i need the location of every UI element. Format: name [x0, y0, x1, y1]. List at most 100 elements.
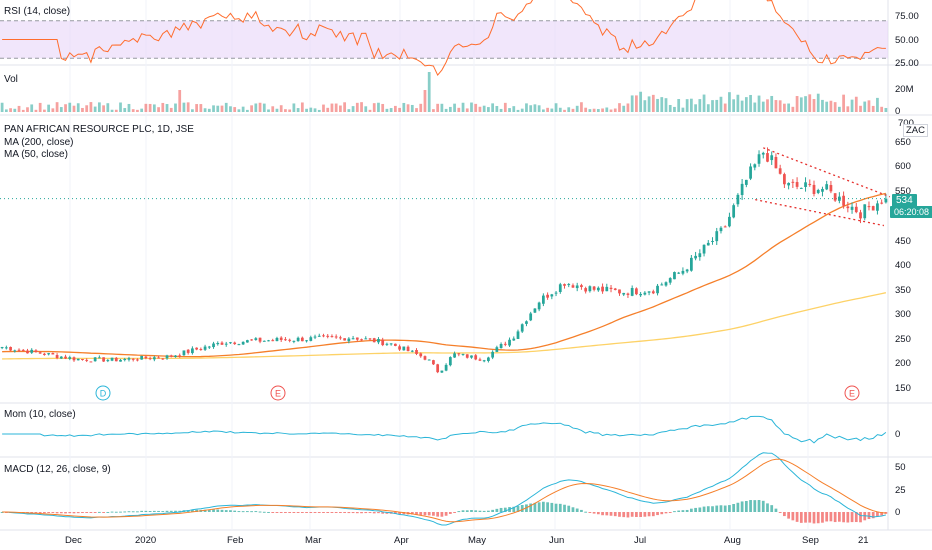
macd-histogram-bar	[355, 512, 359, 514]
volume-bar	[85, 105, 89, 112]
time-label-2020: 2020	[135, 535, 157, 546]
volume-bar	[753, 102, 757, 112]
candle-body	[444, 364, 448, 371]
volume-bar	[436, 103, 440, 112]
volume-bar	[309, 107, 313, 112]
volume-bar	[385, 108, 389, 112]
mom-pane-label: Mom (10, close)	[4, 409, 76, 420]
time-label-may: May	[468, 535, 486, 546]
macd-histogram-bar	[808, 512, 812, 523]
macd-histogram-bar	[550, 502, 554, 512]
macd-histogram-bar	[563, 504, 566, 512]
wedge-lower-trendline	[755, 199, 885, 227]
candle-body	[563, 284, 566, 286]
macd-histogram-bar	[377, 512, 380, 514]
macd-histogram-bar	[275, 512, 279, 513]
volume-bar	[681, 107, 685, 112]
candle-body	[512, 338, 516, 341]
macd-histogram-bar	[503, 507, 507, 512]
macd-histogram-bar	[178, 510, 182, 512]
candle-body	[68, 357, 72, 359]
volume-bar	[541, 109, 545, 112]
candle-body	[59, 356, 63, 359]
candle-body	[799, 187, 803, 189]
volume-bar	[867, 100, 871, 112]
macd-histogram-bar	[436, 512, 440, 517]
volume-bar	[262, 103, 266, 112]
volume-bar	[563, 109, 566, 112]
candle-body	[393, 343, 397, 346]
macd-histogram-bar	[110, 511, 114, 513]
macd-histogram-bar	[457, 511, 461, 513]
candle-body	[482, 360, 486, 362]
macd-histogram-bar	[766, 503, 769, 512]
candle-body	[491, 351, 495, 358]
rsi-tick-50: 50.00	[895, 35, 919, 46]
macd-histogram-bar	[630, 512, 634, 517]
macd-histogram-bar	[778, 512, 782, 513]
event-marker-label: E	[849, 389, 855, 399]
volume-bar	[444, 108, 448, 112]
macd-histogram-bar	[157, 510, 160, 512]
macd-histogram-bar	[284, 512, 287, 513]
volume-bar	[207, 108, 211, 112]
macd-histogram-bar	[787, 512, 791, 519]
volume-bar	[842, 94, 845, 112]
candle-body	[0, 347, 4, 349]
macd-histogram-bar	[131, 511, 135, 513]
volume-bar	[783, 103, 786, 112]
candle-body	[558, 284, 562, 292]
volume-bar	[169, 107, 173, 112]
volume-bar	[0, 102, 4, 112]
volume-bar	[723, 103, 727, 112]
candle-body	[398, 346, 401, 350]
volume-bar	[453, 103, 456, 112]
price-tick-650: 650	[895, 137, 911, 148]
volume-bar	[144, 103, 148, 112]
volume-bar	[275, 108, 279, 112]
candle-body	[474, 355, 478, 360]
volume-bar	[871, 105, 875, 112]
volume-bar	[292, 103, 296, 112]
volume-bar	[216, 105, 220, 112]
macd-histogram-bar	[706, 506, 710, 512]
candle-body	[588, 286, 592, 292]
event-marker	[270, 385, 286, 401]
candle-body	[732, 205, 736, 218]
volume-bar	[799, 97, 803, 112]
candle-body	[279, 337, 283, 341]
macd-histogram-bar	[432, 512, 435, 516]
volume-bar	[884, 107, 888, 112]
macd-histogram-bar	[702, 506, 706, 512]
candle-body	[821, 188, 824, 192]
macd-histogram-bar	[245, 511, 249, 513]
candle-body	[85, 359, 89, 361]
candle-body	[567, 284, 571, 286]
candle-body	[9, 346, 12, 351]
candle-body	[415, 350, 418, 354]
candle-body	[728, 216, 731, 227]
candle-body	[795, 182, 799, 187]
macd-histogram-bar	[592, 512, 596, 514]
macd-histogram-bar	[571, 507, 575, 512]
candle-body	[191, 348, 194, 354]
time-label-jun: Jun	[549, 535, 565, 546]
volume-bar	[465, 108, 469, 112]
price-tick-300: 300	[895, 309, 911, 320]
volume-bar	[174, 103, 177, 112]
macd-histogram-bar	[423, 512, 427, 516]
price-pane-title: PAN AFRICAN RESOURCE PLC, 1D, JSE	[4, 124, 194, 135]
time-label-jul: Jul	[634, 535, 647, 546]
event-marker-label: D	[100, 389, 107, 399]
candle-body	[296, 337, 300, 342]
macd-histogram-bar	[38, 512, 42, 513]
macd-histogram-bar	[812, 512, 816, 524]
volume-bar	[584, 107, 588, 112]
macd-histogram-bar	[461, 510, 465, 512]
candle-body	[761, 152, 765, 155]
macd-histogram-bar	[85, 512, 89, 513]
volume-bar	[17, 105, 21, 112]
candle-body	[368, 338, 372, 340]
macd-histogram-bar	[444, 512, 448, 516]
candle-body	[850, 206, 854, 210]
